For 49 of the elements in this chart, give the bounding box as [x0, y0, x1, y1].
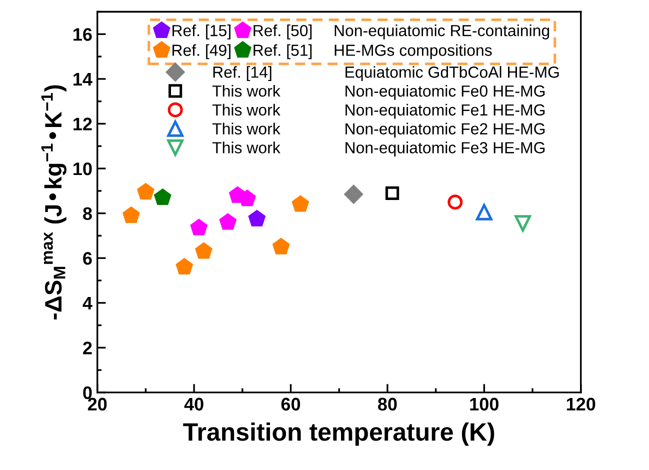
legend-label: This work [212, 84, 280, 97]
annotation: Equiatomic GdTbCoAl HE-MG [346, 66, 559, 81]
annotation: Non-equiatomic Fe3 HE-MG [346, 142, 545, 157]
point [176, 258, 193, 274]
y-tick-label: 2 [83, 342, 92, 354]
y-tick-label: 4 [82, 296, 92, 310]
point [238, 190, 256, 206]
point [514, 215, 532, 232]
annotation: Non-equiatomic Fe1 HE-MG [346, 104, 545, 119]
legend-label: This work [212, 122, 280, 134]
point [122, 206, 140, 223]
point [385, 186, 400, 200]
point [448, 194, 463, 210]
point [272, 238, 290, 254]
point [476, 204, 492, 220]
y-tick-label: 0 [83, 386, 92, 400]
y-axis-title: -ΔS$_{M}$$^{max}$ (J•kg$^{−1}$•K$^{−1}$) [41, 85, 66, 320]
x-tick-label: 40 [184, 398, 204, 411]
legend-label: Ref. [15] [172, 24, 230, 40]
point [190, 218, 208, 236]
point [292, 195, 310, 212]
x-tick-label: 60 [281, 398, 300, 411]
point [195, 242, 212, 259]
legend-label: Ref. [14] [213, 66, 272, 81]
legend-label: Ref. [50] [254, 24, 312, 40]
y-tick-label: 14 [74, 73, 92, 86]
x-tick-label: 100 [470, 398, 498, 411]
point [219, 213, 237, 230]
annotation: Non-equiatomic Fe0 HE-MG [346, 84, 545, 100]
x-tick-label: 80 [378, 398, 397, 411]
legend-label: This work [212, 142, 280, 154]
point [344, 184, 364, 204]
annotation: HE-MGs compositions [334, 44, 492, 60]
x-axis-title: Transition temperature (K) [183, 422, 494, 446]
x-tick-label: 20 [88, 398, 107, 411]
legend-label: This work [212, 104, 280, 116]
y-tick-label: 10 [74, 162, 92, 176]
x-tick-label: 120 [566, 398, 596, 411]
annotation: Non-equiatomic RE-containing [334, 24, 550, 40]
y-tick-label: 16 [74, 28, 92, 41]
point [137, 182, 154, 200]
annotation: Non-equiatomic Fe2 HE-MG [346, 122, 545, 138]
y-tick-label: 6 [83, 252, 92, 265]
point [154, 188, 172, 206]
y-tick-label: 8 [83, 207, 92, 220]
point [248, 210, 266, 226]
legend-label: Ref. [51] [254, 44, 312, 60]
y-tick-label: 12 [74, 118, 92, 130]
legend-label: Ref. [49] [172, 44, 230, 60]
